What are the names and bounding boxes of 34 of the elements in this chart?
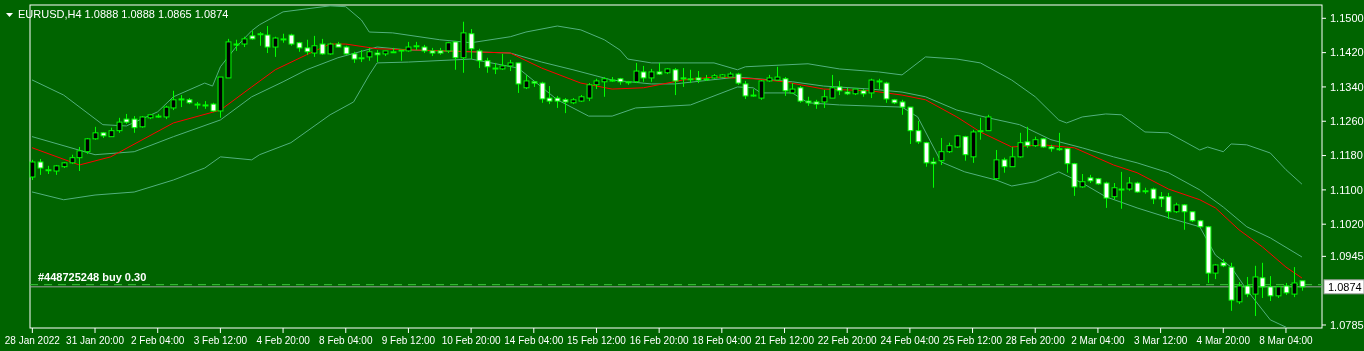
x-tick-label: 2 Feb 04:00 [131, 335, 185, 346]
x-tick-label: 28 Feb 20:00 [1005, 335, 1066, 346]
y-tick-label: 1.1020 [1330, 218, 1364, 231]
x-tick-label: 28 Jan 2022 [4, 335, 61, 346]
ref-line-label: #448725248 buy 0.30 [38, 270, 147, 283]
y-tick-label: 1.1420 [1330, 46, 1364, 59]
x-tick-label: 15 Feb 12:00 [567, 335, 627, 346]
chart-title: EURUSD,H4 1.0888 1.0888 1.0865 1.0874 [18, 8, 229, 20]
x-tick-label: 3 Mar 12:00 [1133, 335, 1188, 346]
x-tick-label: 4 Feb 20:00 [256, 335, 311, 346]
x-tick-label: 25 Feb 12:00 [943, 335, 1003, 346]
x-tick-label: 8 Feb 04:00 [319, 335, 373, 346]
x-tick-label: 2 Mar 04:00 [1071, 335, 1126, 346]
x-tick-label: 31 Jan 20:00 [66, 335, 125, 346]
x-tick-label: 9 Feb 12:00 [381, 335, 436, 346]
x-tick-label: 4 Mar 20:00 [1196, 335, 1251, 346]
x-tick-label: 3 Feb 12:00 [193, 335, 248, 346]
y-tick-label: 1.1500 [1330, 12, 1364, 25]
x-tick-label: 24 Feb 04:00 [880, 335, 940, 346]
line-series [31, 58, 1287, 328]
y-tick-label: 1.0945 [1330, 250, 1364, 263]
x-tick-label: 21 Feb 12:00 [755, 335, 815, 346]
x-tick-label: 10 Feb 20:00 [441, 335, 502, 346]
ref-line-label: 1.0874 [1328, 280, 1362, 293]
y-tick-label: 1.1260 [1330, 115, 1364, 128]
y-tick-label: 1.1100 [1330, 183, 1363, 196]
x-tick-label: 22 Feb 20:00 [817, 335, 878, 346]
x-tick-label: 14 Feb 04:00 [504, 335, 564, 346]
x-tick-label: 8 Mar 04:00 [1259, 335, 1314, 346]
y-tick-label: 1.1340 [1330, 80, 1364, 93]
x-tick-label: 16 Feb 20:00 [629, 335, 690, 346]
y-tick-label: 1.0785 [1330, 318, 1364, 331]
y-tick-label: 1.1180 [1330, 149, 1363, 162]
x-tick-label: 18 Feb 04:00 [692, 335, 752, 346]
